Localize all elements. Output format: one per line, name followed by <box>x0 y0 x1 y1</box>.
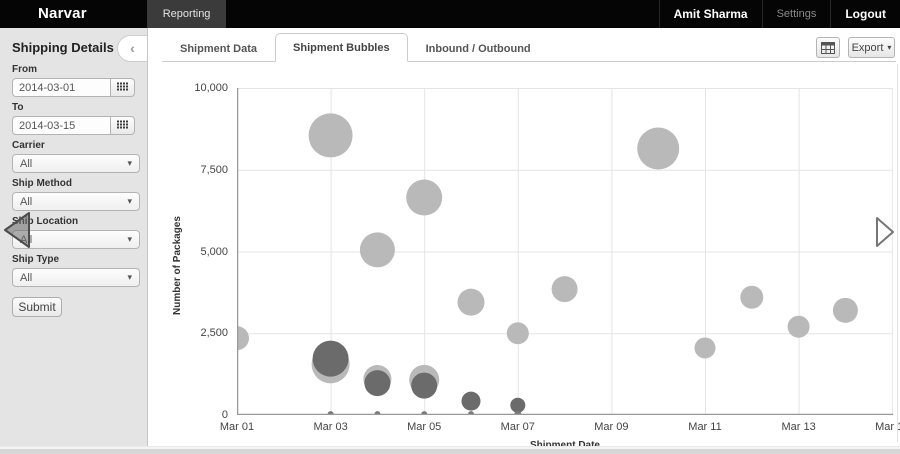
top-bar: Narvar Reporting Amit Sharma Settings Lo… <box>0 0 900 28</box>
logout-link[interactable]: Logout <box>830 0 900 28</box>
field-label-from: From <box>12 64 37 75</box>
from-calendar-button[interactable] <box>111 78 135 97</box>
content-right-border <box>897 64 898 442</box>
ship-type-select[interactable]: All ▾ <box>12 268 140 287</box>
shipping-details-sidebar: Shipping Details ‹ FromToCarrierAll▾Ship… <box>0 28 148 446</box>
grid-view-button[interactable] <box>816 37 840 58</box>
bubble-dark-gray-bubbles <box>364 370 391 397</box>
field-label-ship-type: Ship Type <box>12 254 60 265</box>
calendar-icon <box>117 117 128 135</box>
bubble-light-gray-bubbles <box>694 337 716 359</box>
submit-button[interactable]: Submit <box>12 297 62 317</box>
select-caret-icon: ▾ <box>127 234 132 244</box>
field-to: To <box>12 102 135 135</box>
topbar-right-menu: Amit Sharma Settings Logout <box>658 0 900 28</box>
tab-shipment-bubbles[interactable]: Shipment Bubbles <box>275 33 408 62</box>
bubble-light-gray-bubbles <box>832 297 858 323</box>
field-label-ship-location: Ship Location <box>12 216 79 227</box>
bubble-light-gray-bubbles <box>359 232 395 268</box>
x-tick-label: Mar 05 <box>407 421 442 433</box>
main-content: Shipment Data Shipment Bubbles Inbound / O… <box>148 28 900 454</box>
y-tick-label: 7,500 <box>200 163 228 176</box>
x-tick-label: Mar 13 <box>781 421 816 433</box>
brand-logo: Narvar <box>38 5 87 22</box>
nav-tab-reporting[interactable]: Reporting <box>146 0 227 28</box>
export-button-label: Export <box>851 41 884 54</box>
y-tick-label: 5,000 <box>200 245 228 258</box>
bubble-light-gray-bubbles <box>457 288 485 316</box>
export-button[interactable]: Export ▾ <box>848 37 895 58</box>
select-caret-icon: ▾ <box>127 158 132 168</box>
select-caret-icon: ▾ <box>127 272 132 282</box>
x-tick-label: Mar 03 <box>313 421 348 433</box>
user-menu[interactable]: Amit Sharma <box>658 0 762 28</box>
bubble-light-gray-bubbles <box>740 285 764 309</box>
x-tick-label: Mar 09 <box>594 421 629 433</box>
ship-type-selected-value: All <box>20 271 33 284</box>
carrier-selected-value: All <box>20 157 33 170</box>
bubble-dark-gray-bubbles <box>510 397 526 413</box>
field-carrier: Carrier All ▾ <box>12 140 140 173</box>
bubble-light-gray-bubbles <box>406 179 443 216</box>
bubble-dark-gray-bubbles <box>461 391 481 411</box>
bubble-dark-gray-bubbles <box>411 372 438 399</box>
right-arrow-icon[interactable] <box>873 215 897 249</box>
calendar-icon <box>117 79 128 97</box>
field-ship-method: Ship Method All ▾ <box>12 178 140 211</box>
bubble-dark-gray-bubbles <box>312 340 349 377</box>
bubble-light-gray-bubbles <box>551 276 578 303</box>
bubble-light-gray-bubbles <box>787 315 810 338</box>
date-field-row <box>12 78 135 97</box>
sidebar-collapse-button[interactable]: ‹ <box>117 35 147 62</box>
y-tick-label: 10,000 <box>194 82 228 94</box>
collapse-chevron-icon: ‹ <box>130 40 135 56</box>
sidebar-title: Shipping Details <box>12 40 114 55</box>
field-label-ship-method: Ship Method <box>12 178 72 189</box>
left-arrow-icon[interactable] <box>2 210 32 250</box>
field-from: From <box>12 64 135 97</box>
select-caret-icon: ▾ <box>127 196 132 206</box>
x-tick-label: Mar 11 <box>688 421 722 433</box>
y-tick-label: 0 <box>221 409 228 421</box>
field-label-to: To <box>12 102 24 113</box>
bubble-light-gray-bubbles <box>637 127 680 170</box>
x-tick-label: Mar 01 <box>219 421 255 433</box>
ship-method-select[interactable]: All ▾ <box>12 192 140 211</box>
tab-inbound-outbound[interactable]: Inbound / Outbound <box>425 43 531 55</box>
to-date-input[interactable] <box>12 116 111 135</box>
y-axis-title: Number of Packages <box>172 216 183 315</box>
settings-link[interactable]: Settings <box>761 0 831 28</box>
carrier-select[interactable]: All ▾ <box>12 154 140 173</box>
x-axis-title: Shipment Date <box>505 440 625 451</box>
table-grid-icon <box>821 41 835 54</box>
bubble-light-gray-bubbles <box>308 113 353 158</box>
bubble-light-gray-bubbles <box>237 326 249 351</box>
export-caret-icon: ▾ <box>887 43 892 52</box>
x-tick-label: Mar 07 <box>500 421 535 433</box>
ship-method-selected-value: All <box>20 195 33 208</box>
series-dark-gray-bubbles <box>312 340 526 413</box>
x-tick-label: Mar 15 <box>875 421 900 433</box>
field-ship-type: Ship Type All ▾ <box>12 254 140 287</box>
sidebar-form: From To Carrier All ▾ Ship Method All ▾ Ship Loc… <box>12 64 140 287</box>
bubble-plot <box>237 88 893 415</box>
bubble-light-gray-bubbles <box>506 322 529 345</box>
field-label-carrier: Carrier <box>12 140 45 151</box>
y-tick-label: 2,500 <box>200 327 228 340</box>
to-calendar-button[interactable] <box>111 116 135 135</box>
footer-bar <box>0 446 900 454</box>
date-field-row <box>12 116 135 135</box>
report-tabs: Shipment Data Shipment Bubbles Inbound / O… <box>162 33 896 62</box>
tab-shipment-data[interactable]: Shipment Data <box>180 43 258 55</box>
from-date-input[interactable] <box>12 78 111 97</box>
